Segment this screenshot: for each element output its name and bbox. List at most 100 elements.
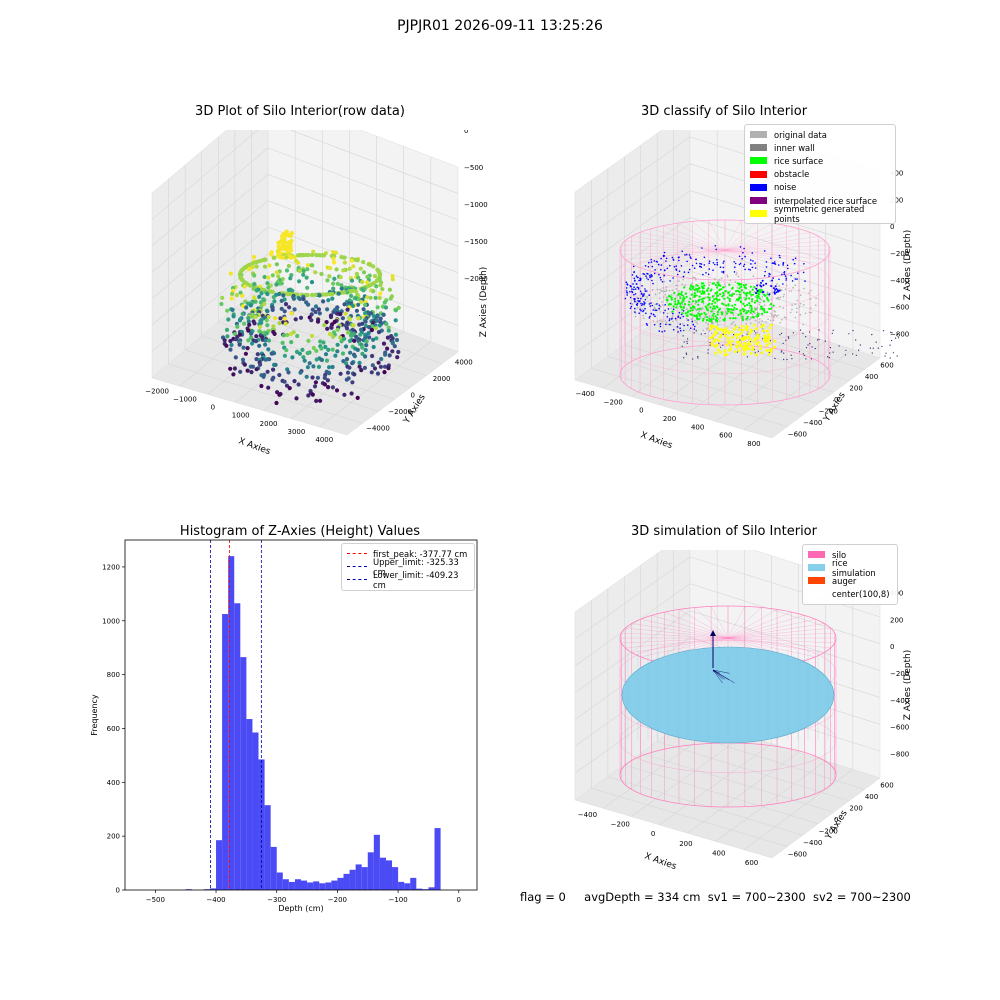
noise-point — [704, 333, 706, 335]
histogram-bar — [185, 889, 192, 890]
silo-spoke — [727, 627, 831, 639]
original-point — [734, 309, 736, 311]
noise-point — [774, 285, 777, 288]
noise-point — [796, 278, 798, 280]
data-point — [277, 281, 282, 286]
noise-point — [653, 323, 656, 326]
data-point — [370, 353, 375, 359]
data-point — [326, 347, 331, 352]
data-point — [361, 307, 366, 312]
original-point — [798, 289, 800, 292]
original-point — [689, 305, 691, 308]
original-point — [634, 315, 637, 318]
original-point — [642, 317, 645, 319]
data-point — [385, 335, 390, 340]
data-point — [328, 314, 334, 320]
original-point — [676, 284, 679, 287]
silo-spoke — [621, 249, 726, 255]
silo-spoke — [724, 225, 787, 251]
original-point — [747, 331, 749, 333]
noise-point — [719, 266, 722, 268]
noise-point — [733, 261, 735, 263]
noise-point — [858, 349, 860, 351]
rice-point — [691, 287, 694, 290]
rice-point — [705, 319, 709, 322]
original-point — [681, 283, 683, 286]
z-tick-label: −200 — [890, 250, 909, 258]
data-point — [288, 233, 293, 238]
data-point — [250, 264, 255, 270]
original-point — [748, 318, 751, 321]
original-point — [661, 320, 663, 323]
noise-point — [655, 303, 658, 305]
data-point — [356, 275, 361, 280]
silo-spoke — [724, 232, 810, 251]
noise-point — [782, 283, 784, 285]
data-point — [357, 364, 362, 369]
noise-point — [625, 290, 628, 292]
noise-point — [741, 257, 743, 260]
data-point — [279, 306, 284, 311]
original-point — [772, 292, 774, 294]
data-point — [331, 281, 336, 286]
symmetric-point — [733, 327, 736, 331]
data-point — [305, 365, 310, 370]
noise-point — [809, 331, 811, 333]
data-point — [359, 368, 364, 373]
data-point — [324, 320, 329, 325]
data-point — [375, 318, 380, 323]
histogram-bar — [203, 889, 210, 890]
rice-point — [668, 295, 671, 298]
noise-point — [645, 275, 647, 277]
noise-point — [648, 261, 650, 264]
data-point — [271, 324, 276, 329]
rice-point — [711, 314, 714, 317]
data-point — [281, 333, 286, 338]
original-point — [696, 294, 699, 297]
noise-point — [762, 290, 765, 293]
rice-point — [690, 313, 693, 316]
rice-point — [762, 307, 765, 311]
data-point — [382, 370, 387, 375]
data-point — [358, 266, 363, 271]
data-point — [330, 296, 335, 301]
data-point — [274, 282, 279, 287]
legend-label: silo — [832, 549, 847, 560]
data-point — [363, 354, 368, 359]
rice-point — [710, 288, 713, 291]
rice-point — [739, 296, 742, 299]
noise-point — [634, 288, 637, 290]
data-point — [313, 309, 318, 315]
data-point — [265, 369, 270, 374]
plot2-title: 3D classify of Silo Interior — [640, 104, 808, 119]
original-point — [658, 306, 661, 308]
noise-point — [779, 334, 781, 336]
x-tick-label: −200 — [328, 896, 347, 904]
data-point — [302, 358, 307, 363]
original-point — [770, 312, 772, 315]
original-point — [682, 278, 684, 281]
noise-point — [742, 251, 744, 254]
grid-line — [267, 200, 459, 273]
original-point — [659, 289, 661, 291]
noise-point — [658, 330, 661, 332]
rice-point — [733, 306, 736, 309]
noise-point — [692, 323, 695, 326]
original-point — [773, 315, 775, 317]
data-point — [364, 343, 369, 348]
rice-point — [685, 295, 688, 298]
histogram-bar — [264, 805, 271, 890]
data-point — [305, 292, 310, 298]
noise-point — [634, 300, 636, 303]
rice-point — [720, 311, 723, 314]
data-point — [357, 322, 362, 327]
noise-point — [786, 264, 789, 267]
noise-point — [882, 330, 885, 332]
original-point — [695, 330, 698, 333]
noise-point — [637, 297, 639, 300]
rice-point — [772, 304, 775, 307]
silo-spoke — [621, 637, 729, 644]
symmetric-point — [769, 349, 773, 353]
noise-point — [632, 283, 634, 285]
rice-point — [732, 308, 735, 311]
